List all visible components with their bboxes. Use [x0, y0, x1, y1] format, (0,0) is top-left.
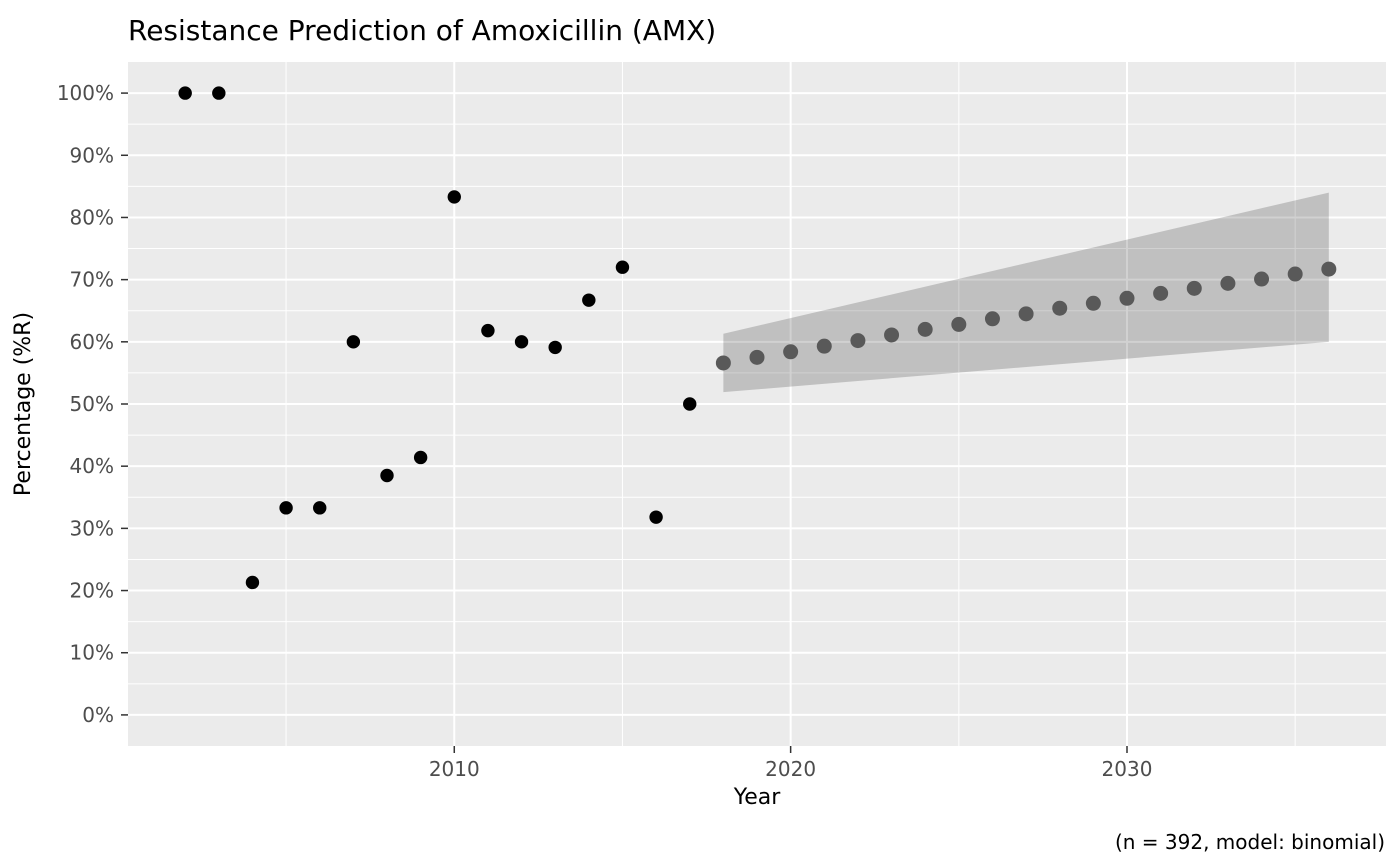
- points-layer: [178, 86, 1337, 590]
- predicted-point: [1018, 306, 1034, 322]
- axis-ticks: [121, 92, 1128, 753]
- predicted-point: [1052, 300, 1068, 316]
- predicted-point: [1287, 266, 1303, 282]
- predicted-point: [1119, 290, 1135, 306]
- chart-title: Resistance Prediction of Amoxicillin (AM…: [128, 14, 716, 47]
- observed-point: [683, 397, 697, 411]
- observed-point: [313, 501, 327, 515]
- predicted-point: [1153, 285, 1169, 301]
- predicted-point: [1186, 280, 1202, 296]
- observed-point: [279, 501, 293, 515]
- predicted-point: [1321, 261, 1337, 277]
- y-tick-label: 70%: [70, 268, 114, 292]
- predicted-point: [1085, 295, 1101, 311]
- predicted-point: [749, 349, 765, 365]
- chart-caption: (n = 392, model: binomial): [1115, 830, 1385, 854]
- observed-point: [413, 450, 428, 465]
- predicted-point: [715, 355, 731, 371]
- observed-point: [649, 510, 663, 524]
- predicted-point: [1220, 275, 1236, 291]
- observed-point: [178, 86, 192, 100]
- predicted-point: [951, 316, 967, 332]
- observed-point: [346, 335, 361, 349]
- observed-point: [245, 575, 260, 590]
- axis-tick-labels: 2010 2020 2030 0% 10% 20% 30% 40% 50% 60% 70% 80% 90…: [57, 81, 1153, 781]
- major-gridlines: [128, 62, 1386, 746]
- y-tick-label: 30%: [70, 516, 114, 540]
- y-axis-title: Percentage (%R): [11, 312, 36, 496]
- predicted-point: [1254, 271, 1270, 287]
- y-tick-label: 80%: [70, 205, 114, 229]
- observed-point: [447, 190, 461, 204]
- x-tick-label: 2030: [1102, 757, 1153, 781]
- predicted-point: [884, 327, 900, 343]
- observed-point: [582, 293, 596, 307]
- y-tick-label: 90%: [70, 143, 114, 167]
- y-tick-label: 20%: [70, 579, 114, 603]
- y-tick-label: 60%: [70, 330, 114, 354]
- predicted-point: [850, 333, 866, 349]
- predicted-point: [816, 338, 832, 354]
- y-tick-label: 100%: [57, 81, 114, 105]
- y-tick-label: 40%: [70, 454, 114, 478]
- y-tick-label: 0%: [82, 703, 114, 727]
- observed-point: [548, 340, 562, 355]
- predicted-point: [917, 321, 933, 337]
- observed-point: [212, 86, 226, 100]
- predicted-point: [783, 344, 799, 360]
- x-axis-title: Year: [733, 785, 782, 810]
- observed-point: [481, 323, 495, 338]
- observed-point: [514, 335, 529, 349]
- predicted-point: [984, 311, 1000, 327]
- x-tick-label: 2010: [429, 757, 480, 781]
- observed-point: [615, 260, 630, 274]
- y-tick-label: 10%: [70, 641, 114, 665]
- observed-point: [380, 468, 394, 483]
- ribbon-layer: [723, 192, 1329, 393]
- y-tick-label: 50%: [70, 392, 114, 416]
- x-tick-label: 2020: [765, 757, 816, 781]
- confidence-ribbon: [723, 192, 1329, 393]
